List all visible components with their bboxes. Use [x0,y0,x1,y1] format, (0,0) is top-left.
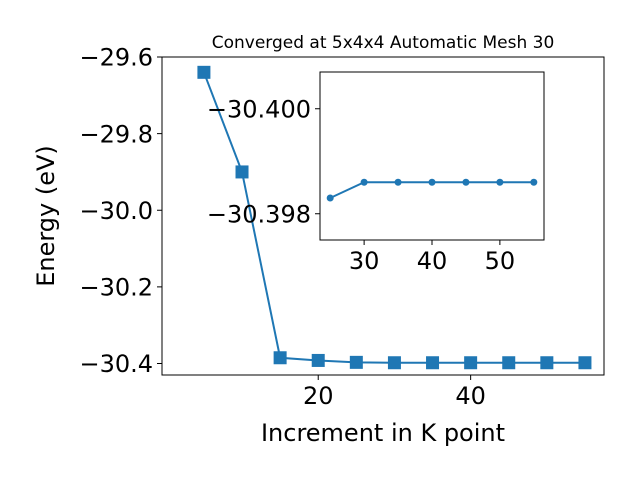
inset-chart: 30 40 50 −30.400 −30.398 [207,71,545,275]
main-data-point [540,356,554,370]
inset-data-point [462,178,470,186]
main-data-point [464,356,478,370]
inset-data-point [360,178,368,186]
main-chart: Converged at 5x4x4 Automatic Mesh 30 20 4… [32,33,605,447]
main-plot-frame [161,56,605,376]
chart-title: Converged at 5x4x4 Automatic Mesh 30 [212,33,555,53]
main-data-point [502,356,516,370]
main-data-point [349,355,363,369]
main-axis-ticks: 20 40 −29.6 −29.8 −30.0 −30.2 −30.4 [79,44,485,410]
main-data-point [311,353,325,367]
main-series [197,65,592,370]
main-data-point [235,165,249,179]
x-axis-label: Increment in K point [261,419,505,447]
inset-axis-ticks: 30 40 50 −30.400 −30.398 [207,95,515,275]
inset-y-tick-label: −30.398 [207,200,311,228]
main-data-point [387,356,401,370]
main-data-point [578,356,592,370]
inset-x-tick-label: 30 [349,247,380,275]
main-x-tick-label: 40 [455,382,486,410]
main-data-point [197,65,211,79]
main-y-tick-label: −29.8 [79,120,153,148]
main-y-tick-label: −29.6 [79,44,153,72]
inset-y-tick-label: −30.400 [207,95,311,123]
y-axis-label: Energy (eV) [32,145,60,287]
inset-x-tick-label: 50 [485,247,516,275]
inset-data-point [496,178,504,186]
inset-series [326,178,538,202]
inset-data-point [326,194,334,202]
inset-data-point [394,178,402,186]
inset-plot-frame [319,71,545,241]
inset-x-tick-label: 40 [417,247,448,275]
main-y-tick-label: −30.2 [79,274,153,302]
inset-data-point [428,178,436,186]
main-y-tick-label: −30.0 [79,197,153,225]
inset-data-point [530,178,538,186]
main-data-point [273,351,287,365]
main-x-tick-label: 20 [303,382,334,410]
inset-plot-background [320,72,544,240]
main-y-tick-label: −30.4 [79,350,153,378]
main-data-point [426,356,440,370]
